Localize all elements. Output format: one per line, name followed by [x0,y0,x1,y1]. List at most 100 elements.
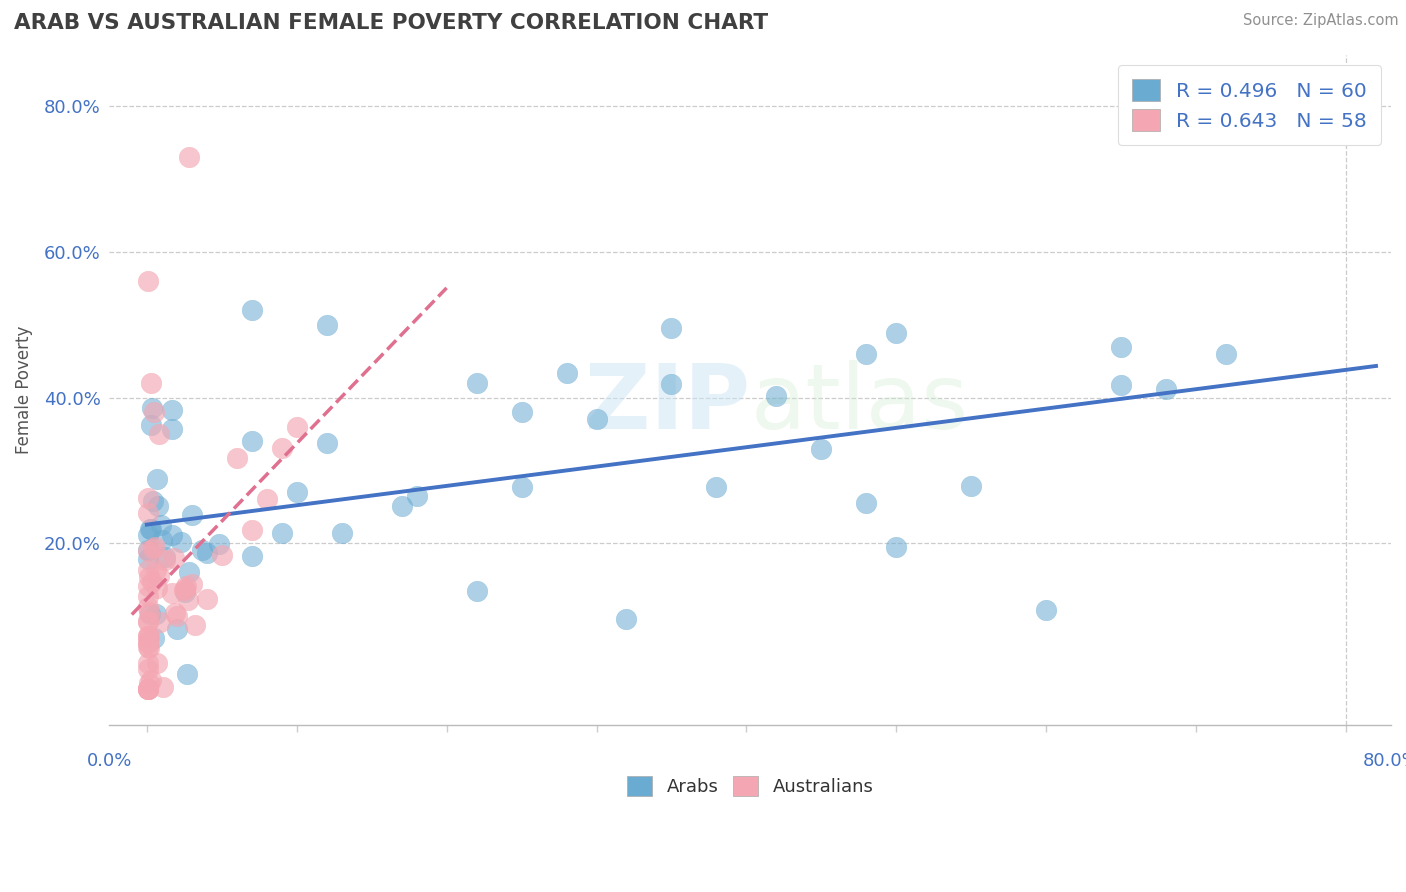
Point [183,618,205,632]
Point [180,508,202,522]
Point [1215,347,1237,361]
Point [138,631,160,645]
Point [884,326,907,340]
Point [211,548,233,562]
Point [136,662,159,676]
Point [1154,382,1177,396]
Point [706,480,728,494]
Text: Source: ZipAtlas.com: Source: ZipAtlas.com [1243,13,1399,29]
Text: atlas: atlas [751,359,969,448]
Point [136,543,159,558]
Point [176,579,198,593]
Point [465,376,488,390]
Point [142,541,165,556]
Point [148,569,170,583]
Point [136,491,159,505]
Point [240,434,263,449]
Point [405,489,427,503]
Point [510,405,533,419]
Point [765,389,787,403]
Point [136,563,159,577]
Text: ZIP: ZIP [585,359,751,448]
Point [166,622,188,636]
Legend: Arabs, Australians: Arabs, Australians [620,769,880,804]
Point [141,575,163,590]
Point [240,303,263,318]
Point [138,605,160,619]
Point [146,581,169,595]
Point [136,552,159,566]
Point [136,681,159,696]
Point [256,492,278,507]
Point [195,546,218,560]
Point [146,471,169,485]
Point [152,680,174,694]
Point [855,347,877,361]
Point [136,579,159,593]
Point [510,480,533,494]
Point [141,376,163,390]
Point [225,451,247,466]
Text: ARAB VS AUSTRALIAN FEMALE POVERTY CORRELATION CHART: ARAB VS AUSTRALIAN FEMALE POVERTY CORREL… [14,13,768,33]
Point [142,494,165,508]
Point [661,321,683,335]
Point [160,422,183,436]
Point [315,318,337,332]
Point [884,540,907,554]
Point [136,681,159,696]
Point [139,673,162,687]
Point [174,585,197,599]
Point [145,563,167,577]
Point [270,525,292,540]
Point [173,582,195,596]
Point [149,615,172,629]
Point [149,518,172,533]
Point [585,412,607,426]
Point [285,420,308,434]
Point [165,606,187,620]
Point [136,656,159,670]
Point [146,656,169,670]
Point [177,565,200,579]
Point [139,522,162,536]
Point [177,150,200,164]
Y-axis label: Female Poverty: Female Poverty [15,326,32,454]
Point [136,634,159,648]
Point [143,405,166,419]
Point [855,495,877,509]
Point [138,570,160,584]
Text: 80.0%: 80.0% [1362,752,1406,770]
Point [148,427,170,442]
Point [960,479,983,493]
Text: 0.0%: 0.0% [87,752,132,770]
Point [270,442,292,456]
Point [616,612,638,626]
Point [173,583,195,598]
Point [391,499,413,513]
Point [141,401,163,416]
Point [136,528,159,542]
Point [240,524,263,538]
Point [136,600,159,615]
Point [150,533,173,547]
Point [136,681,159,696]
Point [1035,603,1057,617]
Point [1109,377,1132,392]
Point [136,589,159,603]
Point [315,436,337,450]
Point [160,586,183,600]
Point [177,592,200,607]
Point [145,607,167,621]
Point [153,553,176,567]
Point [180,577,202,591]
Point [138,676,160,690]
Point [145,540,167,554]
Point [555,366,578,380]
Point [136,615,159,629]
Point [139,607,162,621]
Point [285,484,308,499]
Point [136,681,159,696]
Point [146,499,169,513]
Point [170,535,193,549]
Point [136,274,159,288]
